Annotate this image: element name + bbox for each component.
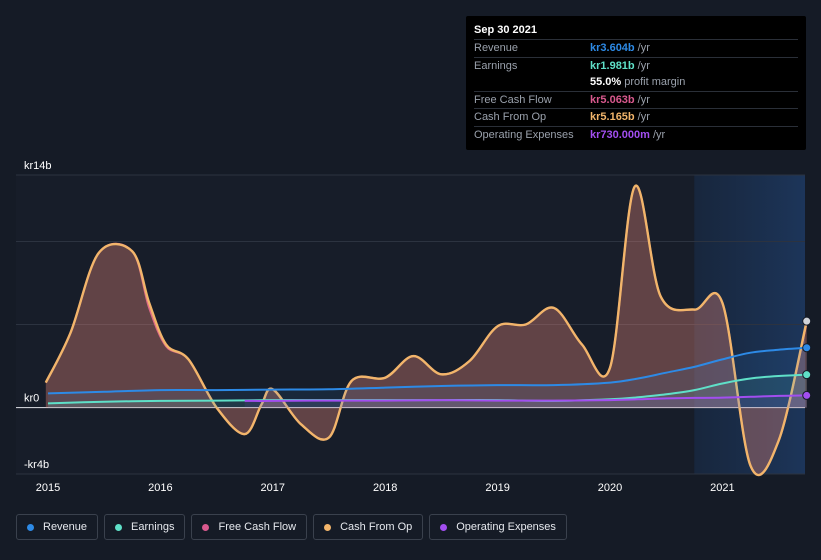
series-area-revenue — [48, 347, 807, 408]
chart-legend: Revenue Earnings Free Cash Flow Cash From O… — [16, 514, 567, 542]
tooltip-row-profit-margin: 55.0% profit margin — [474, 74, 798, 91]
endpoint-marker-revenue — [802, 343, 812, 353]
tooltip-row-cash-from-op: Cash From Op kr5.165b/yr — [474, 108, 798, 126]
endpoint-marker-operating-expenses — [802, 390, 812, 400]
tooltip-row-revenue: Revenue kr3.604b/yr — [474, 39, 798, 57]
legend-item-earnings[interactable]: Earnings — [104, 514, 186, 540]
endpoint-marker-earnings — [802, 370, 812, 380]
x-tick-label: 2015 — [36, 482, 60, 494]
tooltip-label: Cash From Op — [474, 111, 547, 124]
tooltip-unit: /yr — [637, 111, 650, 124]
legend-label: Free Cash Flow — [218, 521, 297, 533]
tooltip-unit: profit margin — [624, 76, 686, 89]
x-tick-label: 2021 — [710, 482, 734, 494]
tooltip-value: kr5.165b — [590, 111, 635, 124]
tooltip-unit: /yr — [652, 128, 666, 141]
legend-dot-icon — [202, 523, 210, 531]
legend-dot-icon — [27, 523, 34, 531]
series-line-cash-from-op — [44, 184, 808, 477]
legend-label: Operating Expenses — [456, 521, 556, 533]
legend-item-free-cash-flow[interactable]: Free Cash Flow — [191, 514, 308, 540]
tooltip-value: kr3.604b — [590, 42, 635, 54]
y-tick-label: kr0 — [24, 393, 39, 405]
tooltip-unit: /yr — [637, 93, 650, 106]
x-tick-label: 2016 — [148, 482, 172, 494]
tooltip-row-operating-expenses: Operating Expenses kr730.000m/yr — [474, 125, 798, 144]
tooltip-unit: /yr — [637, 42, 650, 54]
x-tick-label: 2018 — [373, 482, 397, 494]
legend-item-revenue[interactable]: Revenue — [16, 514, 99, 540]
series-area-free-cash-flow — [45, 185, 807, 475]
y-tick-label: kr14b — [24, 160, 52, 172]
tooltip-date: Sep 30 2021 — [474, 24, 537, 36]
chart-area: kr14b kr0 -kr4b 2015 2016 2017 2018 2019 2020 202… — [16, 160, 812, 494]
tooltip-label: Earnings — [474, 59, 518, 72]
legend-dot-icon — [324, 523, 332, 531]
tooltip-panel: Sep 30 2021 Revenue kr3.604b/yr Earnings kr… — [466, 16, 806, 150]
legend-label: Cash From Op — [340, 521, 413, 533]
legend-label: Revenue — [43, 521, 88, 533]
tooltip-label: Operating Expenses — [474, 128, 574, 141]
legend-dot-icon — [115, 523, 123, 531]
tooltip-value: kr5.063b — [590, 93, 635, 106]
tooltip-row-free-cash-flow: Free Cash Flow kr5.063b/yr — [474, 90, 798, 109]
series-line-operating-expenses — [244, 394, 807, 402]
series-area-cash-from-op — [45, 185, 807, 476]
legend-item-operating-expenses[interactable]: Operating Expenses — [429, 514, 567, 540]
legend-label: Earnings — [131, 521, 175, 533]
tooltip-label: Revenue — [474, 42, 519, 54]
x-tick-label: 2019 — [485, 482, 509, 494]
tooltip-label — [474, 74, 590, 91]
tooltip-value: 55.0% — [590, 76, 622, 89]
x-tick-label: 2020 — [598, 482, 622, 494]
series-line-revenue — [47, 346, 807, 395]
endpoint-marker-cash-from-op — [802, 316, 812, 326]
tooltip-value: kr730.000m — [590, 128, 650, 141]
tooltip-unit: /yr — [637, 59, 650, 72]
x-tick-label: 2017 — [261, 482, 285, 494]
y-tick-label: -kr4b — [24, 459, 49, 471]
tooltip-value: kr1.981b — [590, 59, 635, 72]
legend-dot-icon — [440, 523, 448, 531]
tooltip-label: Free Cash Flow — [474, 93, 552, 106]
tooltip-row-earnings: Earnings kr1.981b/yr — [474, 56, 798, 75]
legend-item-cash-from-op[interactable]: Cash From Op — [313, 514, 424, 540]
